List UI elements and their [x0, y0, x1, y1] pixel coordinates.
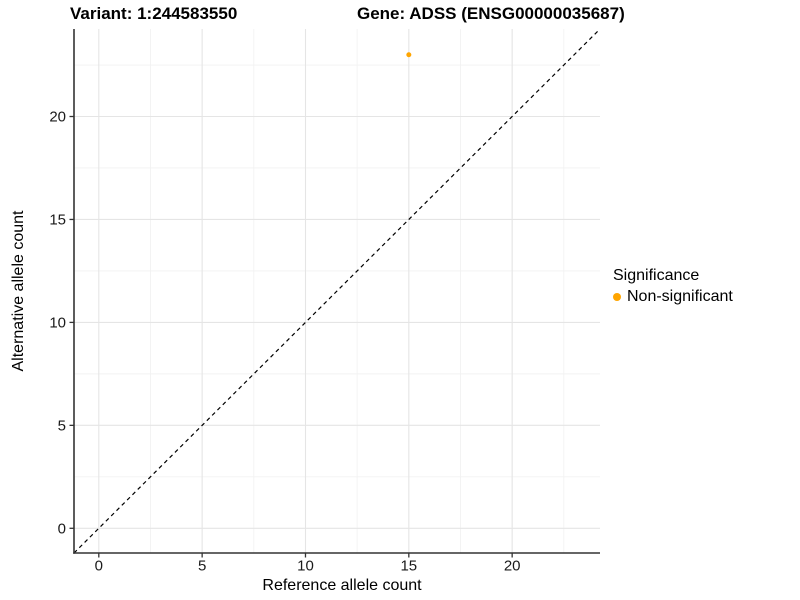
y-tick-label: 15	[49, 211, 66, 228]
legend: Significance Non-significant	[613, 266, 733, 306]
plot-title-gene: Gene: ADSS (ENSG00000035687)	[357, 4, 625, 23]
data-point	[406, 52, 412, 58]
x-axis-title: Reference allele count	[262, 577, 422, 594]
y-tick-label: 10	[49, 314, 66, 331]
x-tick-label: 5	[198, 558, 206, 575]
y-tick-label: 20	[49, 109, 66, 126]
x-tick-label: 10	[297, 558, 314, 575]
y-axis-title: Alternative allele count	[10, 210, 27, 372]
legend-item-label: Non-significant	[627, 288, 733, 305]
plot-title-variant: Variant: 1:244583550	[70, 4, 238, 23]
x-tick-label: 0	[95, 558, 103, 575]
identity-line	[74, 29, 600, 553]
legend-title: Significance	[613, 267, 700, 284]
legend-item-non-significant: Non-significant	[613, 288, 733, 306]
x-tick-label: 15	[400, 558, 417, 575]
y-tick-label: 5	[58, 417, 66, 434]
legend-point-icon	[613, 293, 621, 301]
x-tick-label: 20	[504, 558, 521, 575]
y-tick-label: 0	[58, 520, 66, 537]
